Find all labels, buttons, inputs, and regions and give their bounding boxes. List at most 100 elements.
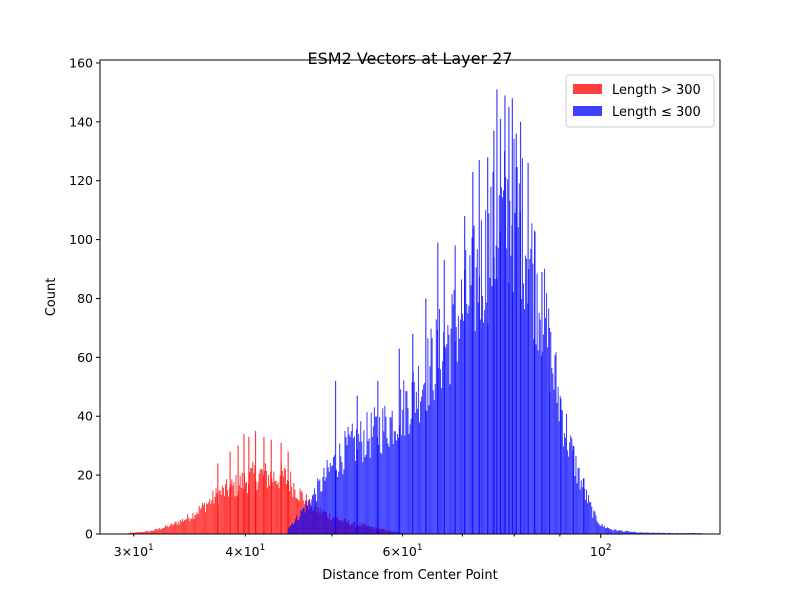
histogram-bar <box>380 452 382 534</box>
histogram-bar <box>652 532 654 534</box>
histogram-bar <box>332 457 334 534</box>
histogram-bar-peak <box>496 89 498 534</box>
histogram-bar <box>575 455 577 534</box>
histogram-bar <box>324 480 326 534</box>
histogram-bar <box>414 412 416 534</box>
histogram-bar <box>249 472 251 534</box>
histogram-bar <box>239 475 241 534</box>
histogram-bar <box>386 437 388 534</box>
histogram-bar <box>190 518 192 534</box>
histogram-bar <box>330 466 332 534</box>
histogram-bar <box>253 473 255 534</box>
histogram-bar <box>250 467 252 534</box>
histogram-bar <box>291 486 293 534</box>
histogram-bar <box>638 532 640 534</box>
histogram-bar <box>130 532 132 534</box>
histogram-bar <box>642 532 644 534</box>
histogram-bar <box>292 524 295 534</box>
histogram-bar <box>558 421 560 534</box>
histogram-bar <box>134 532 136 534</box>
histogram-bar <box>618 530 620 534</box>
y-tick-label: 120 <box>69 173 93 188</box>
histogram-bar <box>256 490 258 534</box>
histogram-bar <box>378 444 380 534</box>
histogram-bar <box>596 520 598 534</box>
histogram-bar <box>385 416 387 534</box>
y-tick-label: 0 <box>85 527 93 542</box>
histogram-bar <box>598 524 600 534</box>
histogram-bar <box>149 531 151 534</box>
legend-label-length-le-300: Length ≤ 300 <box>612 105 701 120</box>
histogram-bar <box>223 496 225 534</box>
histogram-bar <box>395 440 397 534</box>
histogram-bar <box>236 495 238 534</box>
histogram-bar <box>581 487 583 534</box>
histogram-bar <box>406 391 408 534</box>
histogram-bar <box>611 529 613 534</box>
histogram-bar <box>415 391 417 534</box>
histogram-bar <box>298 500 300 534</box>
histogram-bar <box>302 508 304 534</box>
histogram-bar <box>148 531 150 534</box>
histogram-bar <box>574 475 576 534</box>
histogram-bar <box>136 532 138 534</box>
histogram-bar <box>298 520 300 534</box>
histogram-bar-peak <box>519 121 522 534</box>
histogram-bar <box>349 436 351 534</box>
histogram-bar-peak <box>515 133 517 534</box>
histogram-bar <box>635 531 637 534</box>
histogram-bar <box>150 530 152 534</box>
histogram-bar <box>639 532 641 534</box>
histogram-bar <box>297 499 299 534</box>
histogram-bar <box>518 183 520 535</box>
histogram-bar <box>315 494 317 534</box>
histogram-bar <box>322 476 324 534</box>
histogram-bar <box>348 434 350 534</box>
histogram-bar <box>199 509 201 534</box>
histogram-bar <box>584 499 586 534</box>
histogram-bar <box>660 532 662 534</box>
histogram-bar <box>550 331 552 534</box>
histogram-bar <box>613 530 615 534</box>
histogram-bar <box>197 513 199 534</box>
histogram-bar <box>310 505 312 534</box>
histogram-bar <box>143 532 145 534</box>
histogram-bar <box>416 408 418 534</box>
histogram-bar <box>178 524 180 534</box>
histogram-bar <box>606 527 608 534</box>
histogram-bar <box>289 491 291 534</box>
histogram-bar <box>175 522 177 534</box>
histogram-bar <box>161 528 163 534</box>
histogram-bar <box>619 530 621 534</box>
histogram-bar <box>247 493 249 534</box>
histogram-bar <box>625 530 627 534</box>
histogram-bar <box>477 302 479 534</box>
histogram-bar <box>216 493 218 534</box>
histogram-bar <box>363 430 365 534</box>
histogram-bar <box>517 227 519 534</box>
histogram-bar <box>230 484 232 534</box>
histogram-bar <box>479 319 481 534</box>
histogram-bar <box>459 319 461 534</box>
histogram-bar <box>561 410 563 534</box>
histogram-bar <box>358 433 360 534</box>
histogram-bar <box>589 501 591 534</box>
histogram-bar <box>469 255 471 534</box>
histogram-bar <box>505 176 507 534</box>
histogram-bar <box>565 413 568 534</box>
histogram-bar-peak <box>437 242 439 534</box>
histogram-bar <box>658 532 660 534</box>
histogram-bar <box>599 525 601 534</box>
histogram-bar <box>157 529 159 534</box>
histogram-bar <box>283 467 285 534</box>
histogram-bar <box>400 389 402 534</box>
histogram-bar <box>189 520 191 534</box>
histogram-bar <box>417 366 419 534</box>
histogram-bar <box>466 303 468 534</box>
histogram-bar <box>152 530 154 534</box>
histogram-bar <box>133 532 135 534</box>
histogram-bar <box>244 483 246 534</box>
histogram-bar <box>155 528 157 534</box>
histogram-bar <box>321 491 323 534</box>
histogram-bar <box>131 532 133 534</box>
